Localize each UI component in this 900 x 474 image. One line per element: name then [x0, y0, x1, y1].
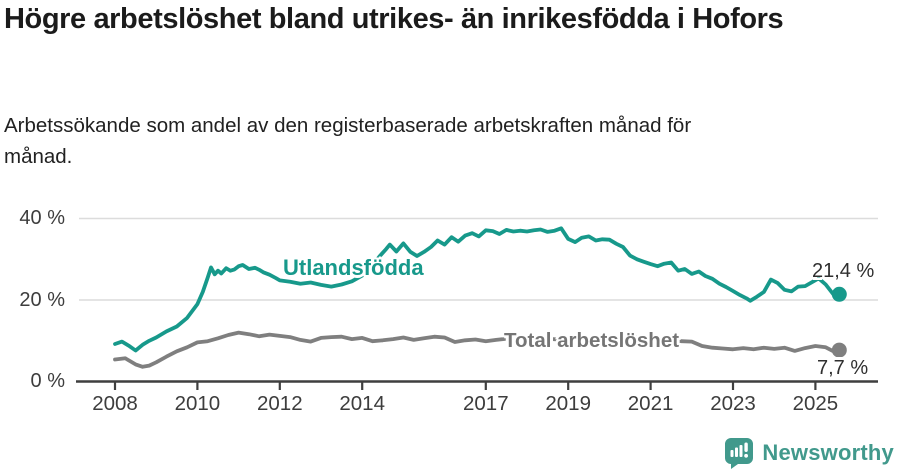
x-tick-label: 2025	[792, 392, 839, 415]
series-line	[113, 226, 842, 353]
x-tick-label: 2023	[710, 392, 756, 415]
x-tick-label: 2012	[256, 392, 303, 415]
y-tick-label: 20 %	[19, 288, 65, 311]
end-value-utlandsfodda: 21,4 %	[812, 260, 875, 282]
x-tick-label: 2021	[627, 392, 674, 415]
x-tick-label: 2019	[545, 392, 591, 415]
series-line	[113, 330, 842, 369]
x-tick-label: 2010	[174, 392, 221, 415]
y-tick-label: 0 %	[30, 370, 65, 392]
series-end-dot	[831, 286, 847, 302]
y-tick-label: 40 %	[19, 207, 65, 229]
page-title: Högre arbetslöshet bland utrikes- än inr…	[4, 3, 784, 35]
series-label-utlandsfodda: Utlandsfödda	[283, 255, 424, 280]
page-subtitle: Arbetssökande som andel av den registerb…	[4, 114, 692, 168]
newsworthy-icon	[725, 437, 754, 469]
x-tick-label: 2014	[339, 392, 385, 415]
series-label-total-arbetsloshet: Total arbetslöshet	[504, 329, 680, 352]
x-tick-label: 2008	[92, 392, 138, 415]
end-value-total-arbetsloshet: 7,7 %	[817, 357, 869, 379]
series-end-dot	[831, 342, 847, 358]
newsworthy-brand-link[interactable]: Newsworthy	[724, 436, 894, 470]
brand-name: Newsworthy	[762, 440, 894, 465]
x-tick-label: 2017	[462, 392, 509, 415]
